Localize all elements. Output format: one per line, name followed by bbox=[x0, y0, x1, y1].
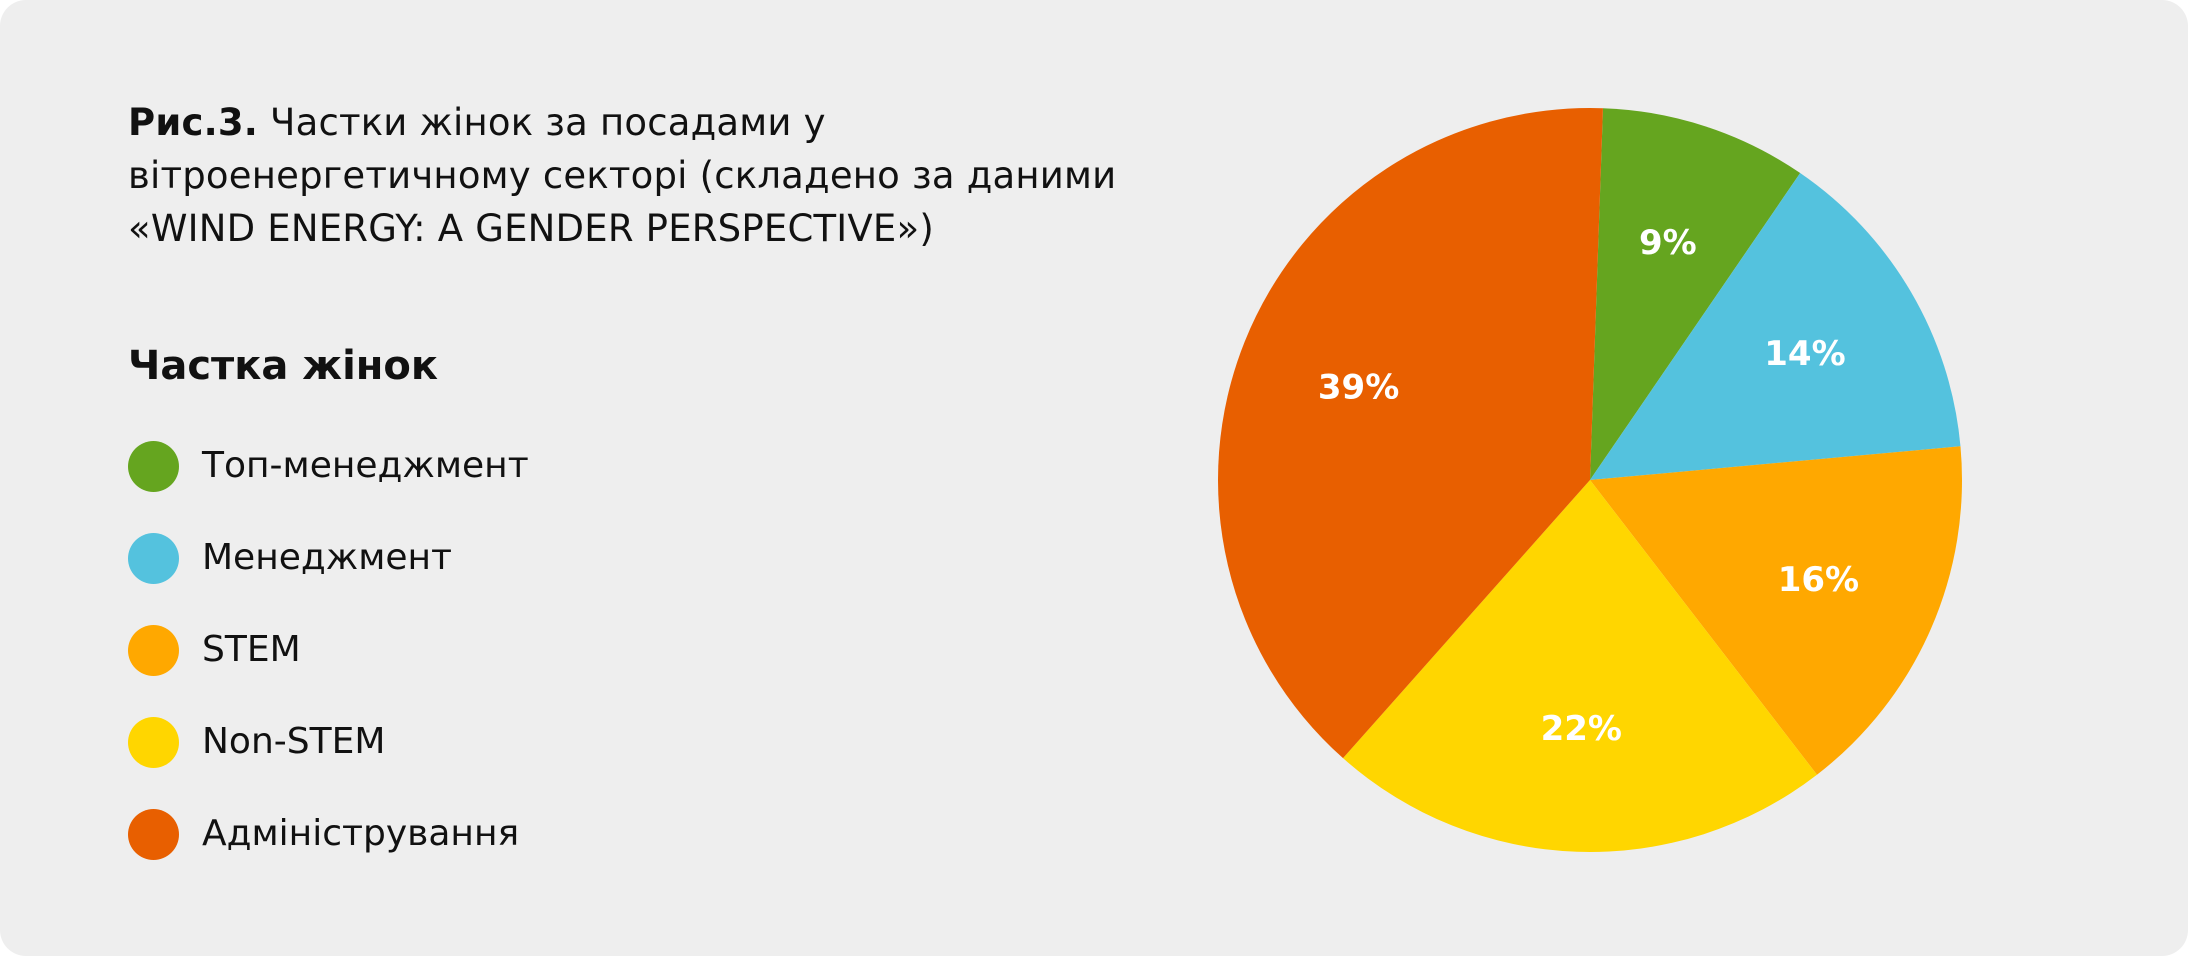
legend-item: Менеджмент bbox=[128, 532, 529, 584]
figure-caption-text: Частки жінок за посадами у вітроенергети… bbox=[128, 101, 1117, 250]
pie-slice bbox=[1590, 173, 1961, 480]
legend-item: Адміністрування bbox=[128, 808, 529, 860]
pie-value-label: 22% bbox=[1541, 709, 1622, 749]
legend-swatch bbox=[128, 532, 179, 584]
legend-item: STEM bbox=[128, 624, 529, 676]
figure-caption: Рис.3. Частки жінок за посадами у вітрое… bbox=[128, 96, 1208, 255]
legend-swatch bbox=[128, 624, 179, 676]
pie-chart: 9% 14% 16% 22% 39% bbox=[1217, 107, 1962, 852]
legend-label: Топ-менеджмент bbox=[202, 445, 529, 486]
pie-value-labels: 9% 14% 16% 22% 39% bbox=[1318, 223, 1859, 749]
pie-value-label: 39% bbox=[1318, 367, 1399, 407]
chart-legend: Топ-менеджмент Менеджмент STEM Non-STEM Адмі… bbox=[128, 440, 529, 900]
legend-label: Менеджмент bbox=[202, 537, 453, 578]
legend-label: STEM bbox=[202, 629, 301, 670]
legend-swatch bbox=[128, 440, 179, 492]
legend-label: Адміністрування bbox=[202, 813, 520, 854]
legend-title: Частка жінок bbox=[128, 343, 439, 389]
figure-number: Рис.3. bbox=[128, 101, 259, 144]
pie-slice bbox=[1590, 446, 1962, 775]
pie-slice bbox=[1343, 480, 1817, 852]
legend-label: Non-STEM bbox=[202, 721, 386, 762]
legend-swatch bbox=[128, 716, 179, 768]
pie-value-label: 14% bbox=[1764, 334, 1845, 374]
legend-item: Non-STEM bbox=[128, 716, 529, 768]
legend-swatch bbox=[128, 808, 179, 860]
pie-slices bbox=[1217, 107, 1962, 852]
pie-slice bbox=[1217, 107, 1603, 759]
pie-slice bbox=[1590, 108, 1801, 480]
pie-value-label: 9% bbox=[1639, 223, 1697, 263]
legend-item: Топ-менеджмент bbox=[128, 440, 529, 492]
pie-value-label: 16% bbox=[1778, 560, 1859, 600]
